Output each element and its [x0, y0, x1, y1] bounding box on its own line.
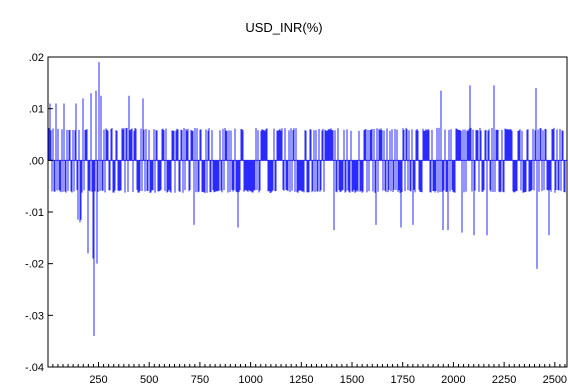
x-tick-label: 1000: [238, 374, 262, 386]
x-tick-label: 1250: [289, 374, 313, 386]
y-tick-label: -.03: [25, 310, 44, 322]
x-tick-label: 2500: [543, 374, 567, 386]
x-tick-label: 250: [89, 374, 107, 386]
x-tick-label: 2000: [441, 374, 465, 386]
chart-title: USD_INR(%): [245, 20, 323, 35]
x-tick-label: 750: [191, 374, 209, 386]
x-axis: 250 500 750 1000 1250 1500 1750 2000 2250 2500: [52, 362, 567, 386]
x-tick-label: 500: [140, 374, 158, 386]
plot-frame: [47, 56, 568, 368]
x-tick-label: 1500: [340, 374, 364, 386]
x-tick-label: 1750: [390, 374, 414, 386]
y-tick-label: .01: [29, 104, 44, 116]
y-tick-label: .02: [29, 52, 44, 64]
y-axis: .02 .01 .00 -.01 -.02 -.03 -.04: [25, 52, 53, 374]
y-tick-label: -.01: [25, 207, 44, 219]
data-series: [48, 62, 567, 336]
x-tick-label: 2250: [492, 374, 516, 386]
y-tick-label: -.04: [25, 362, 44, 374]
y-tick-label: -.02: [25, 259, 44, 271]
y-tick-label: .00: [29, 155, 44, 167]
